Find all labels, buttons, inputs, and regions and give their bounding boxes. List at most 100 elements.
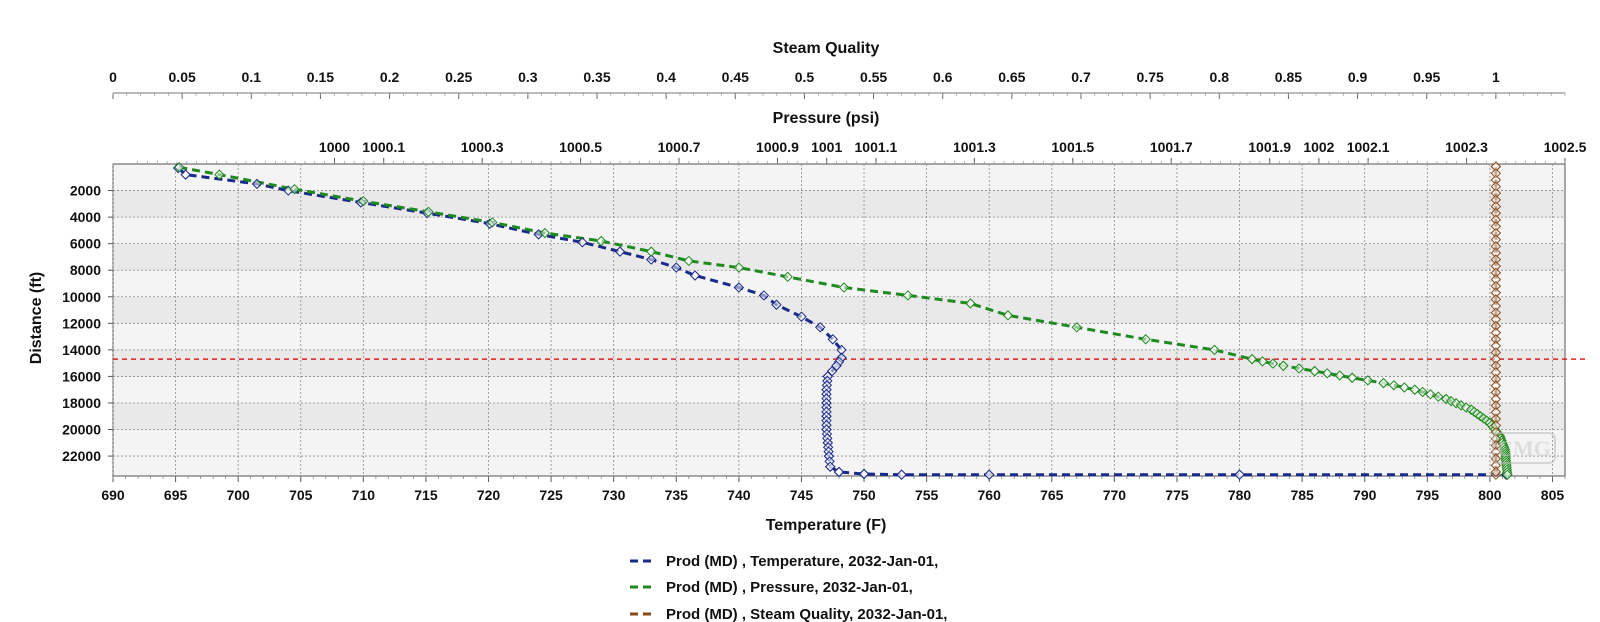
pressure-tick-label: 1001 [811,139,842,155]
marker-temperature [796,311,807,322]
y-tick-label: 20000 [62,422,101,438]
marker-pressure [1002,310,1014,321]
temperature-tick-label: 720 [477,487,501,503]
marker-temperature [771,299,782,310]
pressure-tick-label: 1001.1 [855,139,898,155]
cmg-watermark-logo: CMG [1492,432,1556,464]
temperature-tick-label: 700 [226,487,250,503]
marker-pressure [595,235,607,247]
quality-tick-label: 0.85 [1275,69,1302,85]
temperature-tick-label: 775 [1165,487,1189,503]
marker-temperature [815,322,826,333]
quality-tick-label: 0.55 [860,69,887,85]
marker-temperature [1234,469,1245,480]
temperature-tick-label: 800 [1478,487,1502,503]
marker-pressure [1071,322,1083,333]
y-tick-label: 22000 [62,448,101,464]
temperature-tick-label: 770 [1103,487,1127,503]
marker-pressure [902,290,914,301]
temperature-tick-label: 715 [414,487,438,503]
marker-temperature [825,461,836,472]
marker-pressure [1334,370,1345,381]
y-tick-label: 18000 [62,395,101,411]
marker-temperature [646,254,657,265]
pressure-tick-label: 1000.1 [362,139,405,155]
pressure-tick-label: 1000.7 [658,139,701,155]
temperature-tick-label: 735 [665,487,689,503]
marker-pressure [1209,344,1220,356]
marker-temperature [251,178,263,190]
plot-band [114,402,1564,430]
marker-pressure [1388,380,1400,391]
quality-tick-label: 0 [109,69,117,85]
quality-tick-label: 0.25 [445,69,472,85]
pressure-tick-label: 1002.5 [1544,139,1587,155]
marker-temperature [671,262,682,273]
marker-temperature [577,237,588,248]
quality-tick-label: 0.9 [1348,69,1368,85]
pressure-tick-label: 1000 [319,139,350,155]
quality-tick-label: 1 [1492,69,1500,85]
marker-pressure [1399,382,1410,393]
temperature-tick-label: 790 [1353,487,1377,503]
marker-temperature [758,290,770,301]
plot-band [114,243,1564,271]
y-tick-label: 6000 [70,236,101,252]
temperature-tick-label: 745 [790,487,814,503]
quality-tick-label: 0.35 [583,69,610,85]
marker-temperature [833,466,845,478]
pressure-tick-label: 1002 [1303,139,1334,155]
marker-pressure [1257,356,1268,367]
marker-pressure [289,184,300,195]
marker-temperature [614,246,626,257]
marker-pressure [1502,469,1513,480]
temperature-tick-label: 765 [1040,487,1064,503]
quality-tick-label: 0.15 [307,69,334,85]
marker-pressure [733,262,745,273]
marker-pressure [646,246,657,257]
marker-pressure [1347,372,1358,383]
legend: Prod (MD) , Temperature, 2032-Jan-01, Pr… [630,553,947,622]
y-tick-label: 10000 [62,289,101,305]
temperature-tick-label: 705 [289,487,313,503]
marker-pressure [174,162,185,173]
marker-pressure [214,169,225,180]
y-tick-label: 14000 [62,342,101,358]
marker-pressure [1321,368,1333,379]
steam-quality-axis-title: Steam Quality [773,40,880,57]
quality-tick-label: 0.45 [722,69,749,85]
pressure-tick-label: 1000.3 [461,139,504,155]
temperature-tick-label: 785 [1290,487,1314,503]
temperature-tick-label: 760 [978,487,1002,503]
marker-steam-quality [1490,466,1502,478]
marker-pressure [423,206,434,218]
marker-pressure [1293,363,1305,374]
quality-tick-label: 0.8 [1210,69,1230,85]
temperature-tick-label: 805 [1541,487,1565,503]
y-tick-label: 8000 [70,262,101,278]
axis-ticks: 2000400060008000100001200014000160001800… [62,69,1587,503]
marker-pressure [1309,365,1320,377]
marker-temperature [983,469,995,480]
pressure-tick-label: 1002.1 [1347,139,1390,155]
marker-pressure [1440,393,1452,405]
temperature-tick-label: 795 [1416,487,1440,503]
marker-pressure [358,195,369,207]
marker-pressure [1433,391,1444,402]
pressure-tick-label: 1002.3 [1445,139,1488,155]
marker-pressure [1140,334,1151,345]
marker-temperature [896,469,907,480]
marker-pressure [1278,360,1289,372]
temperature-tick-label: 725 [539,487,563,503]
quality-tick-label: 0.7 [1071,69,1091,85]
quality-tick-label: 0.75 [1137,69,1164,85]
temperature-tick-label: 695 [164,487,188,503]
marker-pressure [1378,377,1389,389]
marker-pressure [1455,400,1467,411]
quality-tick-label: 0.1 [242,69,262,85]
marker-pressure [965,298,976,309]
plot-band [114,190,1564,218]
quality-tick-label: 0.05 [169,69,196,85]
marker-pressure [1267,358,1279,369]
